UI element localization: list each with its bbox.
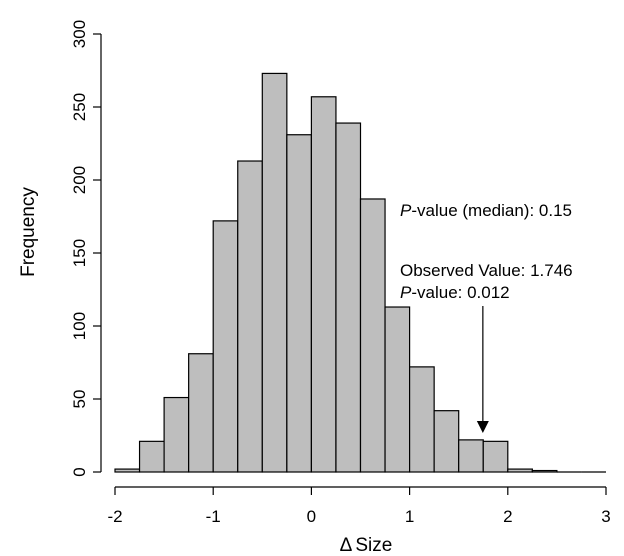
- y-tick-label: 150: [70, 239, 89, 267]
- x-tick-label: -2: [107, 507, 122, 526]
- x-tick-label: 2: [503, 507, 512, 526]
- histogram-bar-16: [507, 468, 533, 473]
- y-tick-label: 100: [70, 312, 89, 340]
- arrow-head: [476, 421, 489, 433]
- histogram-bar-5: [237, 160, 263, 473]
- histogram-bar-17: [531, 469, 558, 473]
- histogram-bar-9: [335, 122, 362, 473]
- histogram-bar-4: [212, 220, 239, 473]
- median-p-value-annotation: P-value (median): 0.15: [400, 201, 572, 220]
- y-tick-label: 50: [70, 390, 89, 409]
- x-tick-label: 3: [601, 507, 610, 526]
- histogram-bar-11: [384, 306, 411, 473]
- histogram-bar-15: [482, 440, 509, 473]
- histogram-bar-3: [188, 353, 214, 473]
- x-tick-label: 0: [307, 507, 316, 526]
- histogram-bar-7: [286, 134, 313, 473]
- observed-p-value-annotation: P-value: 0.012: [400, 283, 510, 302]
- histogram-bar-2: [163, 396, 190, 473]
- observed-value-arrow: [476, 306, 489, 433]
- y-tick-label: 250: [70, 93, 89, 121]
- histogram-bar-12: [409, 366, 435, 473]
- x-tick-label: -1: [206, 507, 221, 526]
- histogram-bar-0: [114, 468, 141, 473]
- histogram-bar-6: [261, 72, 288, 473]
- y-axis-title: Frequency: [18, 187, 39, 277]
- y-axis: 0 50 100 150 200 250 300: [70, 20, 102, 477]
- x-tick-label: 1: [405, 507, 414, 526]
- histogram-bar-10: [359, 198, 386, 473]
- histogram-bars: [114, 72, 606, 473]
- histogram-bar-14: [458, 439, 484, 473]
- y-tick-label: 300: [70, 20, 89, 48]
- observed-value-annotation: Observed Value: 1.746: [400, 261, 573, 280]
- y-tick-label: 0: [70, 467, 89, 476]
- histogram-bar-1: [138, 440, 165, 473]
- y-tick-label: 200: [70, 166, 89, 194]
- histogram-bar-13: [433, 410, 460, 473]
- histogram-bar-8: [310, 96, 337, 473]
- x-axis-title: Δ Size: [340, 535, 393, 556]
- delta-symbol: Δ: [340, 535, 353, 556]
- x-axis: -2 -1 0 1 2 3: [107, 486, 611, 526]
